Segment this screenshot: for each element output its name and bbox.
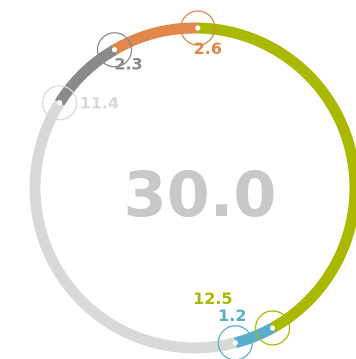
segment-label-1.2: 1.2 — [218, 306, 246, 325]
segment-marker-dot-2.3 — [111, 47, 118, 53]
segment-marker-2.3 — [96, 32, 133, 68]
segment-markers — [41, 10, 291, 359]
segment-marker-dot-12.5 — [269, 325, 276, 331]
segment-marker-dot-2.6 — [195, 25, 201, 31]
donut-segment-2.3 — [54, 44, 118, 106]
segment-marker-dot-1.2 — [232, 340, 238, 346]
segment-marker-2.6 — [180, 10, 216, 46]
segment-label-2.3: 2.3 — [114, 55, 142, 74]
segment-label-11.4: 11.4 — [80, 94, 119, 113]
segment-labels: 12.51.2 11.4 2.3 2.6 — [80, 39, 247, 325]
segment-label-2.6: 2.6 — [194, 39, 222, 58]
segment-label-12.5: 12.5 — [193, 289, 232, 308]
donut-segment-11.4 — [29, 99, 237, 354]
segment-marker-12.5 — [254, 310, 291, 346]
donut-segment-12.5 — [197, 22, 356, 333]
donut-segment-2.6 — [111, 22, 198, 55]
donut-segment-1.2 — [233, 323, 276, 349]
segment-marker-1.2 — [217, 325, 253, 359]
segment-marker-11.4 — [41, 85, 78, 121]
segment-marker-dot-11.4 — [57, 100, 63, 106]
total-value: 30.0 — [124, 158, 277, 231]
